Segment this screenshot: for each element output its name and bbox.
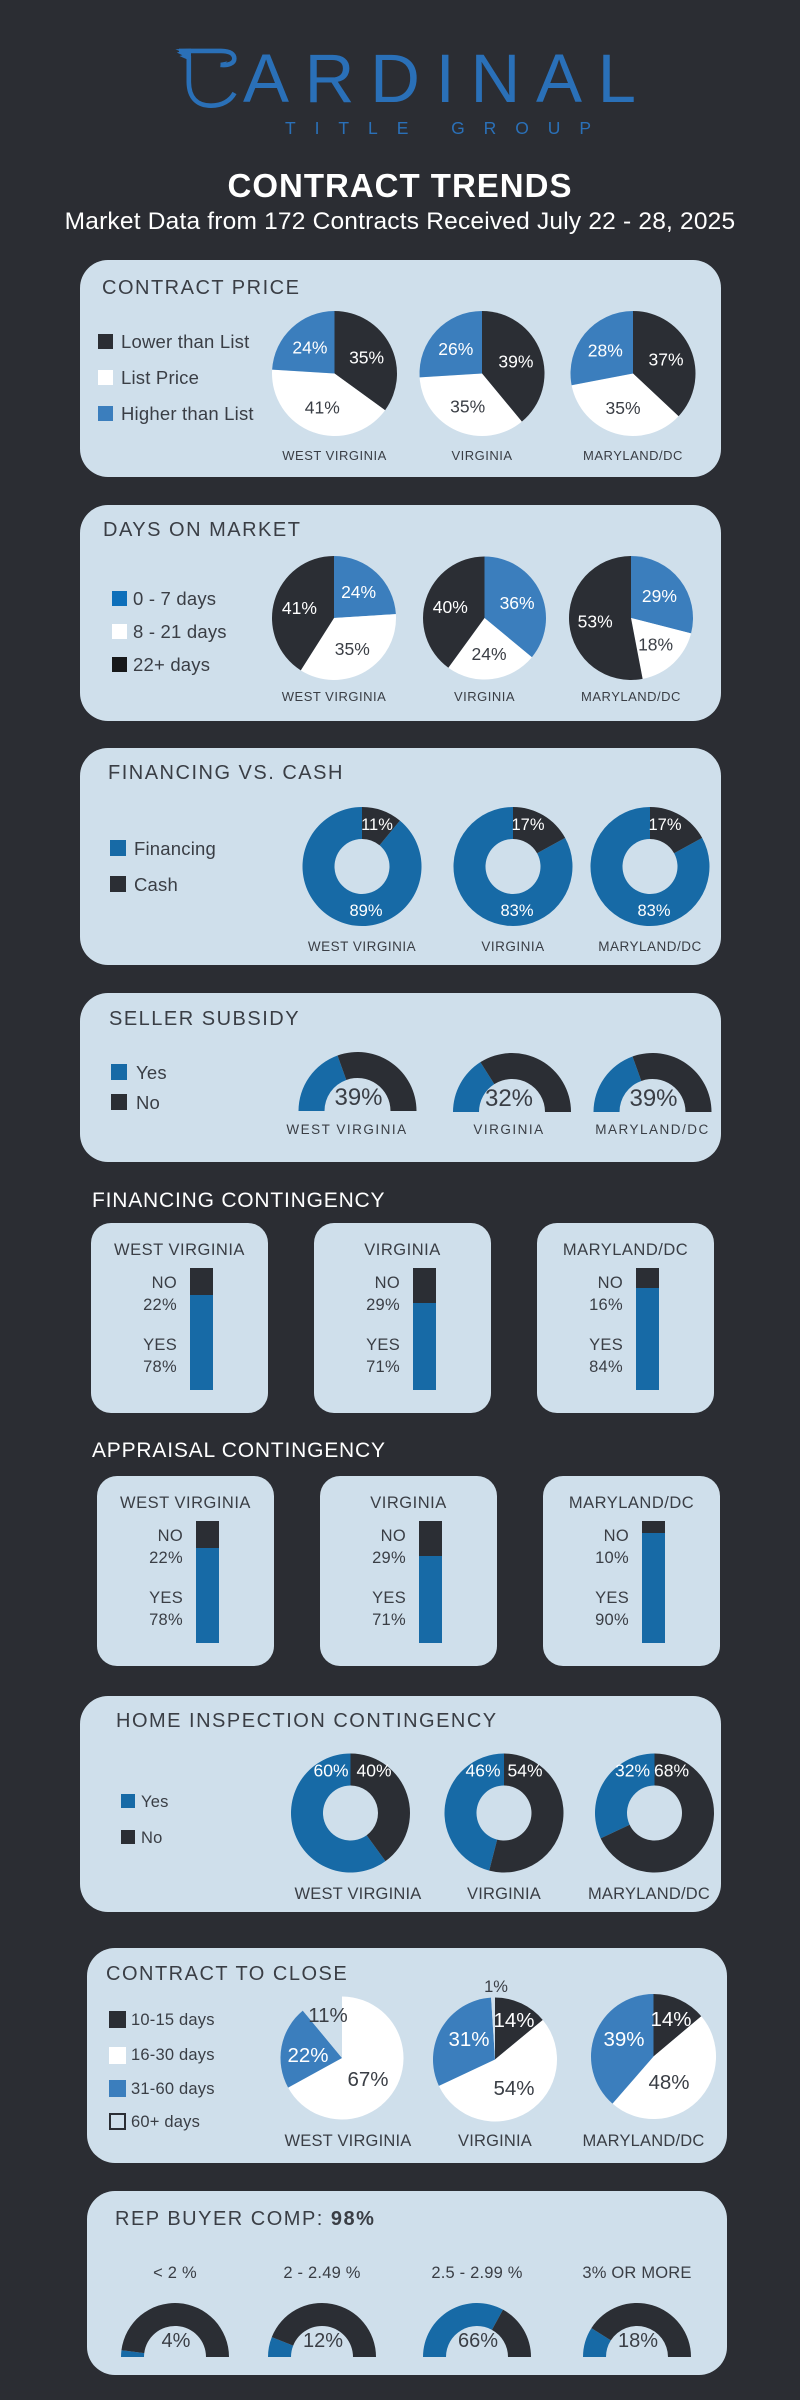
svg-text:83%: 83% (637, 902, 670, 920)
svg-text:24%: 24% (471, 644, 506, 664)
svg-text:41%: 41% (282, 598, 317, 618)
svg-text:1%: 1% (484, 1978, 508, 1996)
svg-text:54%: 54% (507, 1761, 542, 1781)
svg-text:17%: 17% (648, 816, 681, 834)
svg-text:40%: 40% (356, 1761, 391, 1781)
svg-text:39%: 39% (334, 1084, 382, 1111)
svg-text:68%: 68% (654, 1761, 689, 1781)
svg-text:66%: 66% (458, 2330, 498, 2352)
svg-text:12%: 12% (303, 2330, 343, 2352)
svg-text:40%: 40% (433, 597, 468, 617)
svg-text:67%: 67% (347, 2068, 388, 2091)
svg-text:24%: 24% (292, 337, 327, 357)
svg-text:22%: 22% (287, 2044, 328, 2067)
svg-text:41%: 41% (305, 398, 340, 418)
svg-text:11%: 11% (361, 816, 393, 834)
svg-text:35%: 35% (349, 347, 384, 367)
svg-text:39%: 39% (603, 2028, 644, 2051)
svg-text:37%: 37% (648, 349, 683, 369)
svg-text:TITLE GROUP: TITLE GROUP (285, 118, 609, 138)
svg-text:32%: 32% (485, 1085, 533, 1112)
svg-text:35%: 35% (605, 398, 640, 418)
svg-text:ARDINAL: ARDINAL (243, 40, 636, 117)
svg-text:4%: 4% (162, 2330, 191, 2352)
svg-text:54%: 54% (493, 2077, 534, 2100)
svg-text:39%: 39% (629, 1085, 677, 1112)
svg-text:29%: 29% (642, 586, 677, 606)
svg-text:32%: 32% (615, 1761, 650, 1781)
svg-text:39%: 39% (498, 351, 533, 371)
svg-text:14%: 14% (650, 2008, 691, 2031)
svg-text:48%: 48% (648, 2071, 689, 2094)
svg-text:89%: 89% (349, 902, 382, 920)
svg-text:24%: 24% (341, 582, 376, 602)
svg-text:46%: 46% (465, 1761, 500, 1781)
svg-text:26%: 26% (438, 339, 473, 359)
svg-text:35%: 35% (335, 639, 370, 659)
svg-text:28%: 28% (588, 341, 623, 361)
svg-text:18%: 18% (618, 2330, 658, 2352)
svg-text:14%: 14% (493, 2009, 534, 2032)
svg-text:17%: 17% (511, 816, 544, 834)
svg-text:36%: 36% (500, 593, 535, 613)
svg-text:18%: 18% (638, 634, 673, 654)
svg-text:83%: 83% (500, 902, 533, 920)
svg-text:60%: 60% (313, 1761, 348, 1781)
svg-text:31%: 31% (448, 2028, 489, 2051)
svg-text:11%: 11% (308, 2004, 348, 2027)
svg-text:35%: 35% (450, 397, 485, 417)
svg-text:53%: 53% (578, 612, 613, 632)
